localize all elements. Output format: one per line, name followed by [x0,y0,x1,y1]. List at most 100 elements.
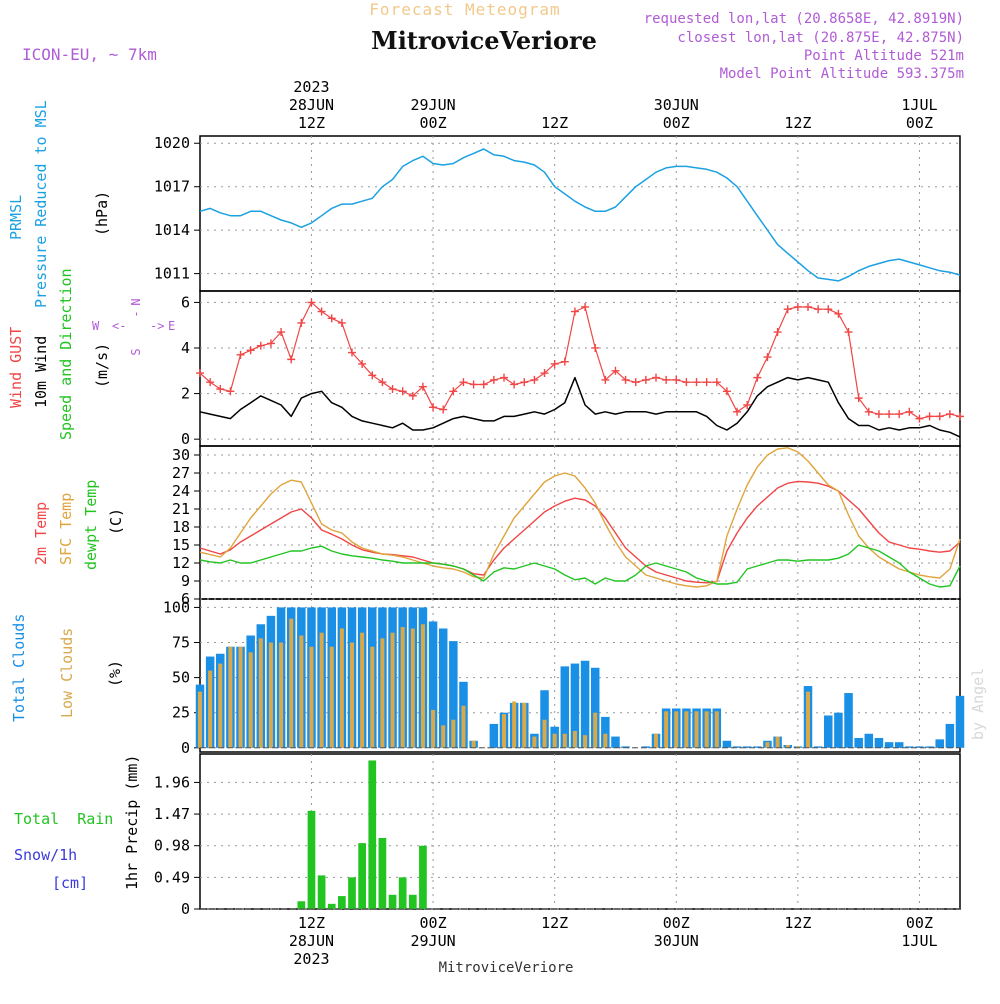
low-cloud-bar [218,663,223,748]
low-cloud-bar [380,638,385,748]
total-cloud-bar [834,712,843,748]
gust-marker [621,375,630,384]
total-cloud-bar [611,736,620,748]
point-altitude: Point Altitude 521m [804,48,964,64]
gust-marker [196,369,204,378]
total-cloud-bar [844,693,853,748]
compass-n: N [129,298,143,305]
low-cloud-bar [552,733,557,748]
low-cloud-bar [694,711,699,748]
y-tick-label: 0.49 [154,868,190,886]
snow-unit: [cm] [52,874,88,892]
gust-marker [692,378,701,387]
rain-bar [338,896,346,909]
low-cloud-bar [349,642,355,748]
gust-marker [216,385,225,394]
pressure-labels: PRMSL Pressure Reduced to MSL (hPa) [7,100,111,308]
total-cloud-bar [905,746,914,748]
gust-marker [317,307,326,316]
low-cloud-bar [289,618,294,748]
gust-marker [804,302,812,311]
gust-marker [662,375,671,384]
total-cloud-bar [722,740,732,748]
gust-marker [702,378,711,387]
gust-marker [256,341,265,350]
gust-marker [591,343,600,352]
low-cloud-bar [400,627,405,748]
y-tick-label: 1017 [154,178,190,196]
time-label-top: 00Z [420,114,447,132]
y-tick-label: 25 [172,704,190,722]
gust-marker [611,366,620,375]
compass-east-arrow: -> [150,319,164,333]
gust-marker [885,410,894,419]
compass-west-arrow: <- [112,319,126,333]
total-cloud-bar [641,746,651,748]
time-label-bottom: 00Z [906,914,933,932]
low-cloud-bar [279,642,284,748]
dewpt-label: dewpt Temp [82,480,100,570]
y-tick-label: 1.96 [154,773,190,791]
wind-unit: (m/s) [93,343,111,388]
rain-bar [327,903,336,909]
rain-bar [348,877,356,909]
gust-marker [206,378,215,387]
low-cloud-bar [805,691,811,748]
rain-bar [307,810,316,909]
low-cloud-bar [674,711,679,748]
low-cloud-bar [512,701,517,748]
compass-rose: N - -> E W <- S [92,298,175,355]
gust-marker [439,405,448,414]
low-cloud-bar [451,719,456,748]
total-cloud-bar [449,641,458,748]
y-tick-label: 2 [181,385,190,403]
time-label-top: 1JUL [901,96,937,114]
low-cloud-bar [248,652,253,748]
temp-labels: 2m Temp SFC Temp dewpt Temp (C) [32,480,125,570]
gust-marker [956,412,964,421]
forecast-label: Forecast Meteogram [369,0,560,19]
gust-marker [418,382,427,391]
wind-gust-label: Wind GUST [7,327,25,408]
low-cloud-bar [704,711,709,748]
gust-marker [246,346,255,355]
low-cloud-bar [603,733,608,748]
pressure-panel [199,135,961,292]
compass-e: E [168,319,175,333]
time-label-bottom: 00Z [420,914,447,932]
gust-marker [388,385,397,394]
low-cloud-bar [410,628,415,748]
time-label-bottom: 12Z [298,914,325,932]
time-label-bottom: 30JUN [654,932,699,950]
gust-marker [560,357,569,366]
total-cloud-bar [428,621,438,748]
gust-marker [712,378,721,387]
low-cloud-bar [319,632,324,748]
total-cloud-bar [884,742,894,748]
gust-marker [733,407,742,416]
gust-marker [824,305,833,314]
total-cloud-bar [854,737,863,748]
total-cloud-bar [955,695,965,748]
gust-marker [854,394,863,403]
gust-marker [844,328,853,337]
gust-marker [236,350,245,359]
low-cloud-bar [309,646,314,748]
y-tick-label: 12 [172,554,190,572]
total-cloud-bar [945,723,955,748]
rain-bar [297,901,306,909]
closest-point: closest lon,lat (20.875E, 42.875N) [677,30,964,46]
time-label-bottom: 1JUL [901,932,937,950]
total-cloud-bar [732,746,742,748]
y-tick-label: 27 [172,464,190,482]
model-label: ICON-EU, ~ 7km [22,45,157,64]
dewpt-line [199,544,961,588]
low-cloud-bar [258,638,263,748]
time-label-bottom: 28JUN [289,932,334,950]
time-label-top: 12Z [298,114,325,132]
rain-bar [317,875,326,909]
gust-marker [641,375,650,384]
temp-unit: (C) [107,508,125,535]
pressure-label-1: PRMSL [7,195,25,240]
gust-marker [895,410,904,419]
